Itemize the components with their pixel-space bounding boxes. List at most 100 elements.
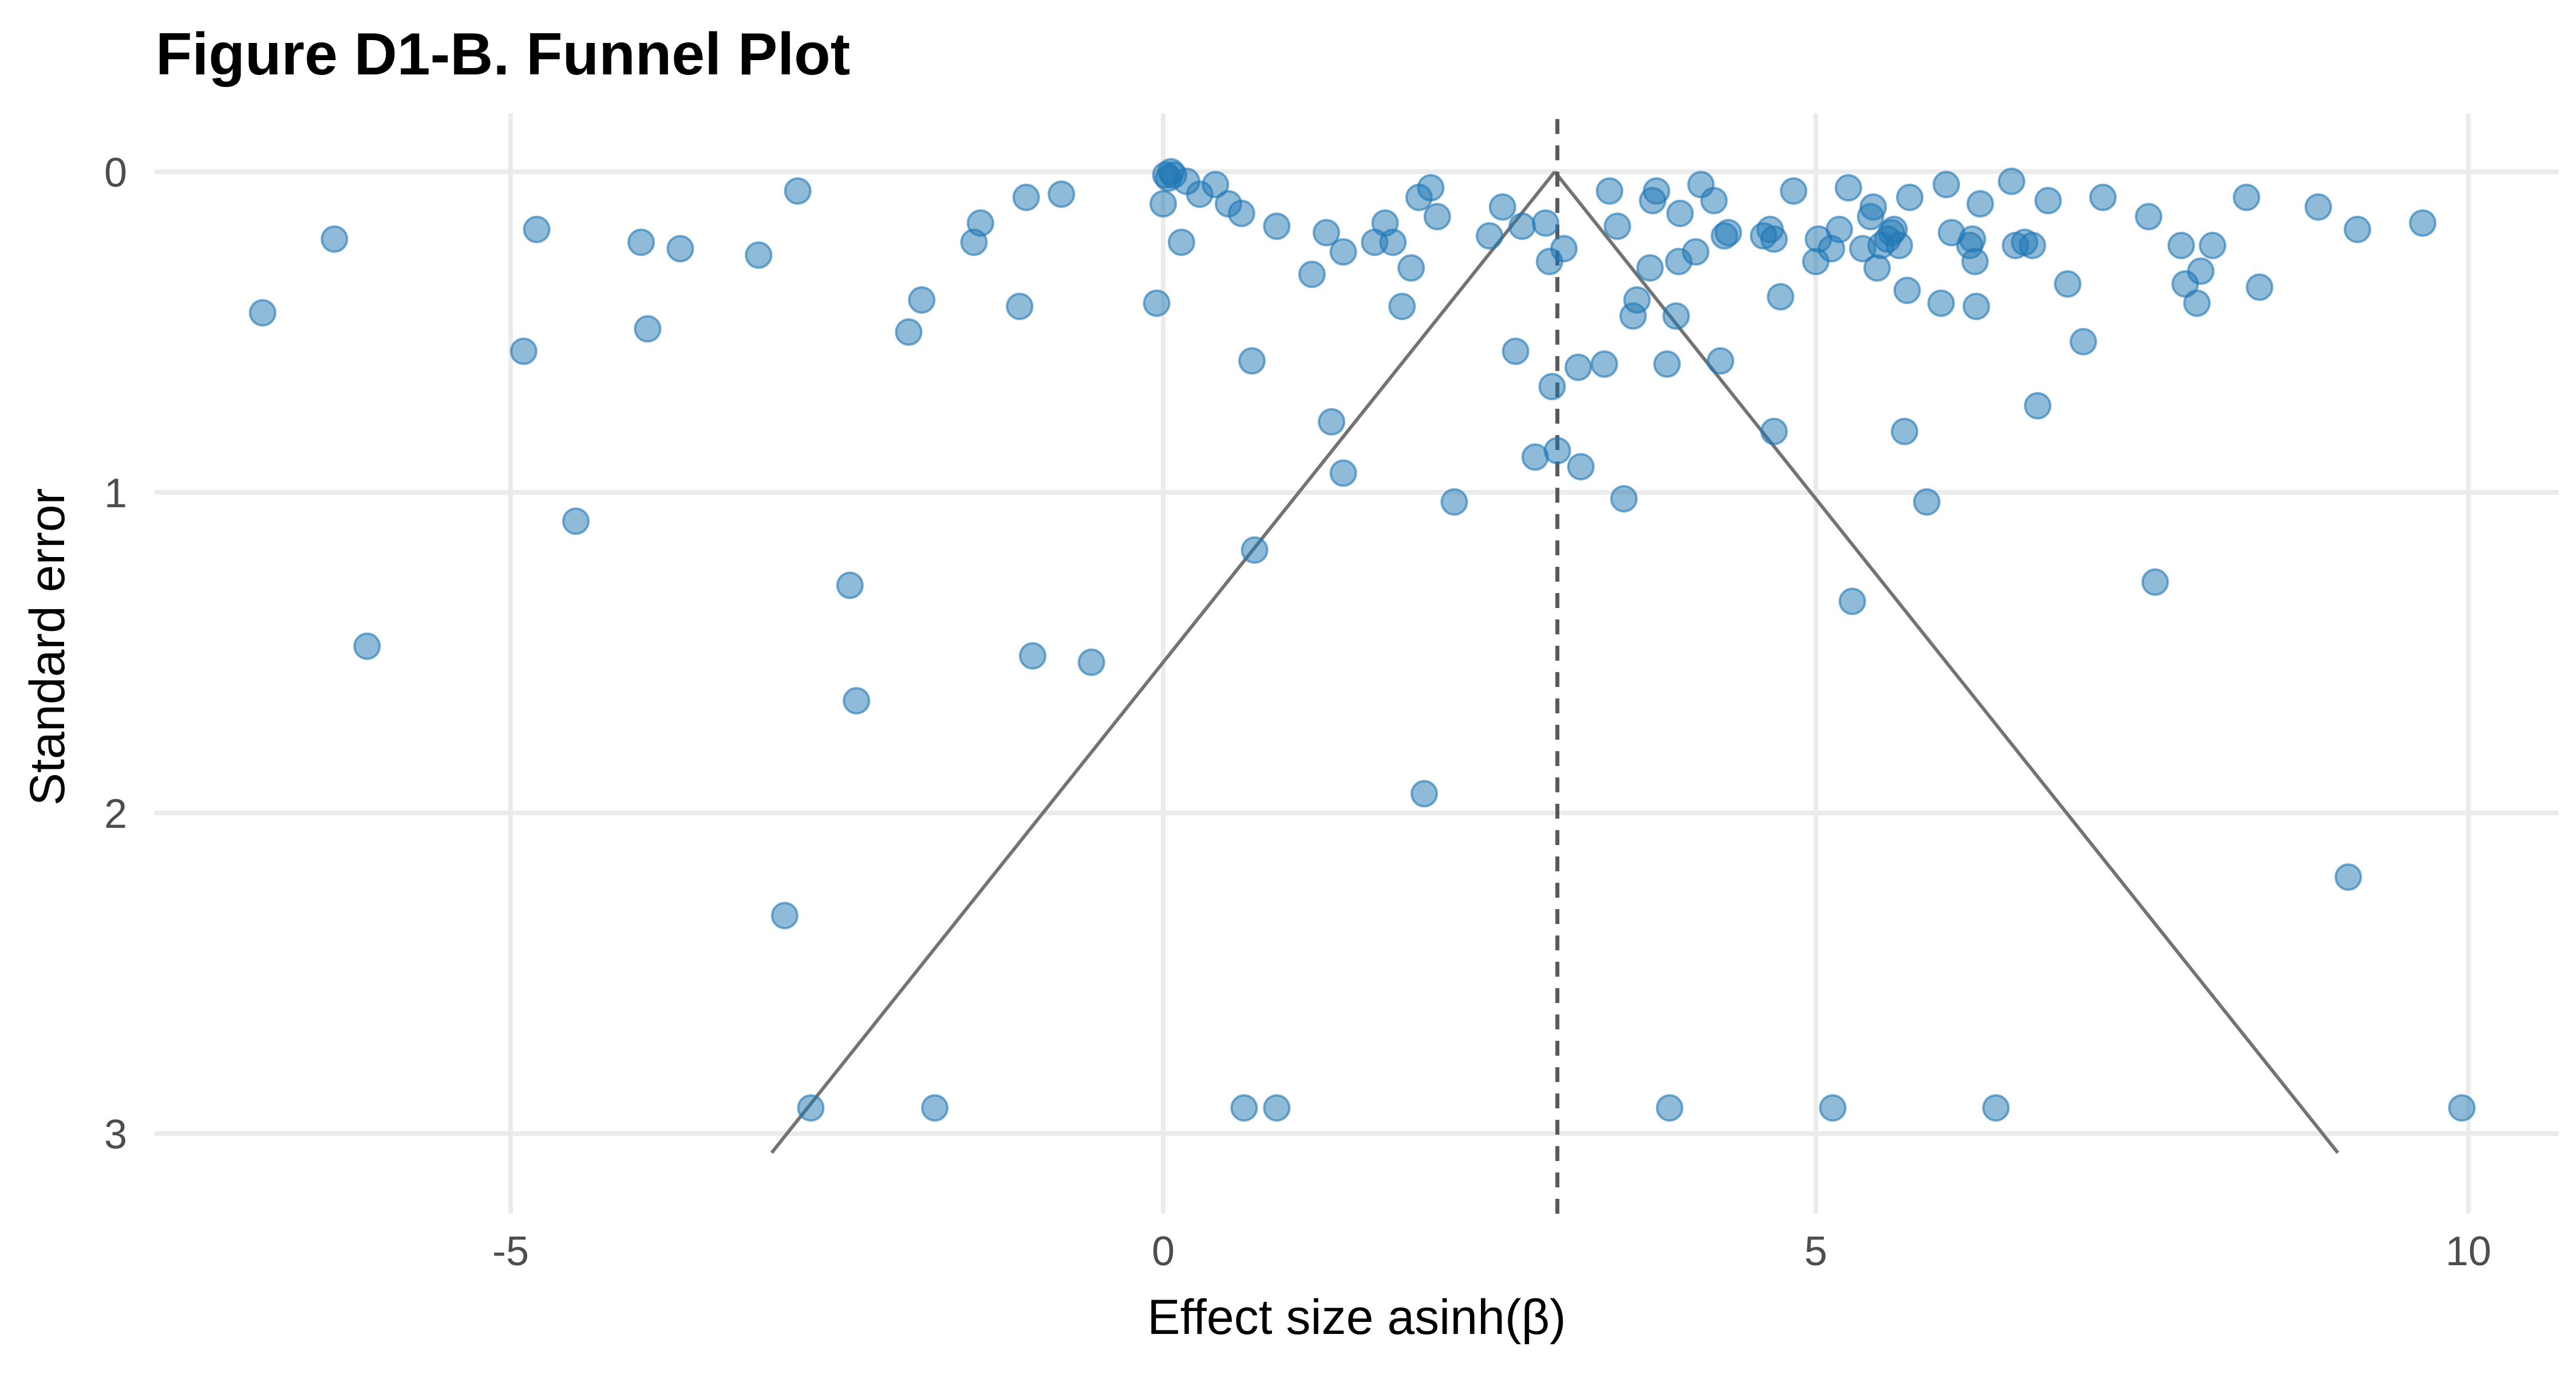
- data-point: [321, 225, 349, 253]
- data-point: [1567, 453, 1595, 481]
- data-point: [1240, 536, 1269, 564]
- data-point: [1933, 171, 1960, 199]
- data-point: [2344, 215, 2372, 243]
- data-point: [836, 571, 864, 599]
- data-point: [1893, 277, 1921, 305]
- data-point: [1417, 174, 1445, 202]
- data-point: [2199, 231, 2227, 259]
- data-point: [797, 1094, 825, 1122]
- data-point: [1595, 177, 1623, 205]
- y-tick-label: 1: [104, 471, 127, 516]
- data-point: [1263, 1094, 1291, 1122]
- data-point: [1488, 193, 1516, 221]
- data-point: [666, 235, 694, 263]
- data-point: [2054, 270, 2082, 298]
- data-point: [1966, 190, 1994, 218]
- data-point: [248, 299, 276, 327]
- tick-layer: -5 0 5 10 0 1 2 3: [104, 150, 2491, 1274]
- data-point: [1662, 302, 1690, 330]
- data-point: [2304, 193, 2332, 221]
- x-axis-title: Effect size asinh(β): [1147, 1290, 1566, 1345]
- data-point: [1048, 180, 1076, 208]
- data-point: [1838, 587, 1866, 615]
- data-point: [1927, 289, 1955, 317]
- data-point: [1329, 238, 1357, 266]
- data-point: [1636, 254, 1664, 282]
- data-point: [1714, 219, 1743, 247]
- data-point: [2034, 187, 2062, 215]
- data-point: [1859, 193, 1887, 221]
- data-point: [2448, 1094, 2476, 1122]
- data-point: [784, 177, 812, 205]
- data-point: [1143, 289, 1171, 317]
- data-point: [745, 241, 773, 269]
- funnel-layer: [770, 119, 2340, 1214]
- data-point: [1642, 177, 1670, 205]
- data-point: [1835, 174, 1862, 202]
- data-point: [2233, 183, 2261, 211]
- data-point: [1885, 231, 1913, 259]
- data-point: [1238, 347, 1266, 375]
- data-point: [1077, 648, 1105, 676]
- data-point: [966, 209, 994, 237]
- data-point: [895, 318, 923, 346]
- data-point: [1388, 293, 1416, 321]
- data-point: [1891, 417, 1919, 445]
- data-point: [1767, 283, 1795, 311]
- y-tick-label: 2: [104, 791, 127, 837]
- x-tick-label: 0: [1152, 1229, 1175, 1274]
- data-point: [1603, 212, 1631, 240]
- data-point: [1019, 642, 1046, 670]
- data-point: [353, 632, 381, 660]
- data-point: [921, 1094, 949, 1122]
- data-point: [1411, 780, 1438, 808]
- data-point: [771, 902, 799, 930]
- data-point: [1656, 1094, 1684, 1122]
- data-point: [2409, 209, 2437, 237]
- data-point: [1440, 488, 1468, 516]
- point-layer: [248, 158, 2476, 1122]
- data-point: [1476, 222, 1503, 250]
- data-point: [1397, 254, 1425, 282]
- data-point: [1318, 408, 1346, 436]
- data-point: [1423, 203, 1451, 231]
- x-tick-label: -5: [492, 1229, 529, 1274]
- data-point: [1666, 199, 1694, 227]
- data-point: [2167, 231, 2195, 259]
- data-point: [1610, 485, 1638, 513]
- data-point: [1149, 190, 1177, 218]
- data-point: [1706, 347, 1735, 375]
- funnel-left-line: [770, 171, 1556, 1154]
- data-point: [1958, 225, 1986, 253]
- data-point: [1202, 171, 1230, 199]
- data-point: [1006, 293, 1034, 321]
- data-point: [1502, 337, 1530, 365]
- data-point: [1550, 235, 1578, 263]
- data-point: [908, 286, 936, 314]
- data-point: [1998, 167, 2025, 195]
- data-point: [2135, 203, 2163, 231]
- data-point: [509, 337, 538, 365]
- data-point: [1230, 1094, 1258, 1122]
- data-point: [2334, 863, 2362, 891]
- y-axis-title: Standard error: [20, 488, 75, 806]
- data-point: [2024, 392, 2052, 420]
- data-point: [2187, 257, 2215, 285]
- data-point: [1962, 293, 1990, 321]
- x-tick-label: 5: [1804, 1229, 1827, 1274]
- data-point: [2069, 327, 2097, 356]
- data-point: [1863, 254, 1891, 282]
- data-point: [1263, 212, 1291, 240]
- data-point: [1543, 437, 1571, 465]
- data-point: [634, 315, 662, 343]
- data-point: [1961, 247, 1989, 275]
- data-point: [2183, 289, 2211, 317]
- data-point: [1819, 1094, 1847, 1122]
- data-point: [1012, 183, 1040, 211]
- x-tick-label: 10: [2445, 1229, 2491, 1274]
- data-point: [1508, 212, 1536, 240]
- data-point: [627, 228, 655, 256]
- funnel-right-line: [1553, 171, 2340, 1154]
- data-point: [1590, 350, 1618, 378]
